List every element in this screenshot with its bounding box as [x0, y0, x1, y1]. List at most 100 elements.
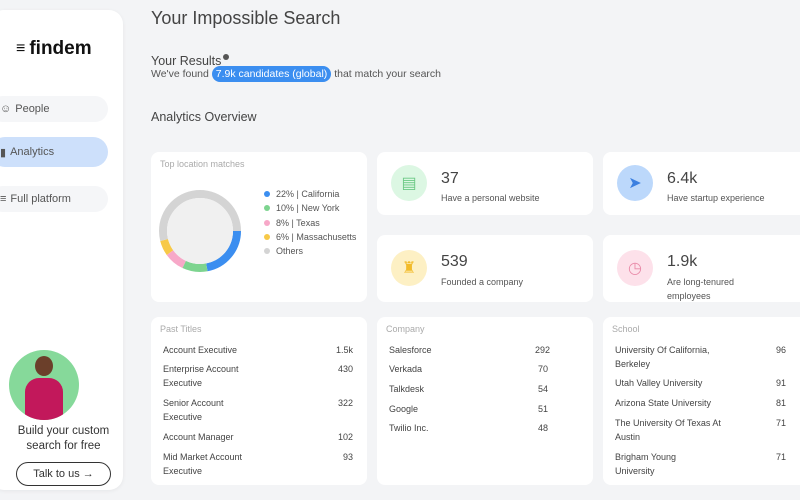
nav-full-platform[interactable]: ≡ Full platform — [0, 186, 108, 212]
row-count: 102 — [337, 432, 353, 442]
row-count: 430 — [337, 364, 353, 374]
filter-icon: ≡ — [0, 193, 7, 205]
nav-people[interactable]: ☺ People — [0, 96, 108, 122]
legend-label: 6% | Massachusetts — [276, 232, 357, 243]
clock-icon: ◷ — [617, 250, 653, 286]
row-count: 292 — [534, 345, 550, 355]
legend-item: Others — [264, 244, 356, 258]
row-count: 96 — [775, 345, 786, 355]
table-row: The University Of Texas At Austin 71 — [615, 416, 786, 444]
card-title: Company — [386, 324, 425, 334]
card-title: School — [612, 324, 640, 334]
logo-icon: ≡ — [16, 40, 26, 57]
stat-label: Founded a company — [441, 277, 524, 287]
legend-dot — [264, 205, 270, 212]
legend-item: 8% | Texas — [264, 216, 356, 230]
past-titles-card: Past Titles Account Executive 1.5k Enterp… — [151, 317, 367, 485]
stat-label: Are long-tenured employees — [667, 277, 735, 301]
website-icon: ▤ — [391, 165, 427, 201]
row-label: University Of California, Berkeley — [615, 345, 710, 369]
findem-logo[interactable]: ≡ findem — [16, 38, 92, 60]
nav-analytics[interactable]: ▮ Analytics — [0, 137, 108, 167]
row-label: Senior Account Executive — [163, 398, 224, 422]
row-label: Talkdesk — [389, 384, 425, 394]
row-label: Arizona State University — [615, 398, 712, 408]
info-icon[interactable] — [223, 54, 230, 60]
row-label: Mid Market Account Executive — [163, 452, 243, 476]
section-title: Analytics Overview — [151, 110, 257, 124]
rocket-icon: ➤ — [617, 165, 653, 201]
stat-card-website: ▤ 37 Have a personal website — [377, 152, 593, 215]
table-row: Brigham Young University 71 — [615, 450, 786, 478]
row-count: 93 — [342, 452, 353, 462]
table-row: Salesforce 292 — [389, 343, 550, 357]
legend-item: 22% | California — [264, 187, 356, 201]
table-row: Mid Market Account Executive 93 — [163, 450, 353, 478]
bar-chart-icon: ▮ — [0, 146, 7, 159]
legend-dot — [264, 219, 270, 226]
row-label: Account Executive — [163, 345, 238, 355]
promo-text: Build your custom search for free — [17, 425, 110, 452]
results-heading: Your Results — [151, 54, 230, 68]
row-label: The University Of Texas At Austin — [615, 418, 721, 442]
row-count: 48 — [537, 423, 548, 433]
row-count: 51 — [537, 404, 548, 414]
summary-prefix: We've found — [151, 68, 209, 80]
legend-label: 10% | New York — [276, 203, 340, 214]
stat-label: Have a personal website — [441, 193, 540, 203]
table-row: Enterprise Account Executive 430 — [163, 362, 353, 390]
legend-dot — [264, 248, 270, 255]
stat-card-startup: ➤ 6.4k Have startup experience — [603, 152, 800, 215]
row-count: 91 — [775, 378, 786, 388]
row-label: Salesforce — [389, 345, 432, 355]
page-title: Your Impossible Search — [151, 8, 341, 28]
row-count: 71 — [775, 452, 786, 462]
sidebar: ≡ findem ☺ People ▮ Analytics ≡ Full platfor… — [0, 10, 123, 490]
donut-slice — [159, 190, 241, 272]
school-card: School University Of California, Berkele… — [603, 317, 800, 485]
legend-dot — [264, 191, 270, 198]
location-donut — [159, 190, 241, 272]
legend-dot — [264, 234, 270, 241]
row-count: 322 — [337, 398, 353, 408]
row-count: 70 — [537, 364, 548, 374]
stat-value: 37 — [441, 170, 459, 187]
table-row: Utah Valley University 91 — [615, 376, 786, 390]
legend-label: 8% | Texas — [276, 217, 320, 228]
company-card: Company Salesforce 292 Verkada 70 Talkdesk… — [377, 317, 593, 485]
row-label: Google — [389, 404, 419, 414]
table-row: Talkdesk 54 — [389, 382, 548, 396]
stat-card-tenured: ◷ 1.9k Are long-tenured employees — [603, 235, 800, 302]
row-label: Utah Valley University — [615, 378, 703, 388]
location-legend: 22% | California 10% | New York 8% | Tex… — [264, 187, 356, 258]
row-label: Account Manager — [163, 432, 234, 442]
row-count: 71 — [775, 418, 786, 428]
donut-slice — [159, 190, 241, 272]
card-title: Past Titles — [160, 324, 202, 334]
table-row: Senior Account Executive 322 — [163, 396, 353, 424]
brand-name: findem — [29, 38, 92, 59]
nav-label: Full platform — [10, 193, 71, 205]
stat-value: 539 — [441, 253, 468, 270]
talk-to-us-button[interactable]: Talk to us → — [16, 462, 111, 486]
nav-label: Analytics — [10, 146, 55, 158]
row-label: Twilio Inc. — [389, 423, 429, 433]
stat-value: 1.9k — [667, 253, 698, 270]
legend-item: 10% | New York — [264, 201, 356, 215]
summary-suffix: that match your search — [334, 68, 442, 80]
results-summary: We've found 7.9k candidates (global) tha… — [151, 66, 442, 82]
stat-card-founded: ♜ 539 Founded a company — [377, 235, 593, 302]
legend-label: 22% | California — [276, 189, 340, 200]
location-card: Top location matches 22% | California 10… — [151, 152, 367, 302]
legend-label: Others — [276, 246, 304, 257]
row-label: Enterprise Account Executive — [163, 364, 239, 388]
table-row: Verkada 70 — [389, 362, 548, 376]
building-icon: ♜ — [391, 250, 427, 286]
promo: Build your custom search for free Talk t… — [0, 350, 123, 486]
row-label: Brigham Young University — [615, 452, 677, 476]
table-row: Arizona State University 81 — [615, 396, 786, 410]
row-count: 1.5k — [335, 345, 353, 355]
table-row: Account Manager 102 — [163, 430, 353, 444]
person-icon: ☺ — [0, 103, 12, 115]
row-label: Verkada — [389, 364, 423, 374]
